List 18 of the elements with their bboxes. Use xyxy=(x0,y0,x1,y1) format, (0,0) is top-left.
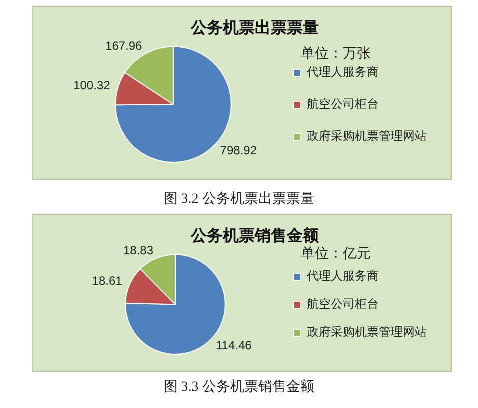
legend-label: 代理人服务商 xyxy=(306,269,379,284)
text: 单位：亿元 xyxy=(301,245,371,263)
caption: 图 3.3 公务机票销售金额 xyxy=(162,378,316,396)
legend-label: 航空公司柜台 xyxy=(307,97,379,112)
data-label: 167.96 xyxy=(106,38,143,53)
data-label: 114.46 xyxy=(216,338,252,352)
data-label: 18.83 xyxy=(123,243,154,258)
text: 单位：万张 xyxy=(301,45,371,63)
legend-label: 政府采购机票管理网站 xyxy=(307,325,427,340)
legend-label: 政府采购机票管理网站 xyxy=(307,129,427,144)
chart-title: 公务机票出票票量 xyxy=(190,18,319,37)
data-label: 798.92 xyxy=(220,143,258,158)
chart-title: 公务机票销售金额 xyxy=(190,226,320,245)
legend-label: 代理人服务商 xyxy=(306,65,379,80)
data-label: 18.61 xyxy=(92,274,123,288)
data-label: 100.32 xyxy=(74,78,111,92)
legend-label: 航空公司柜台 xyxy=(307,297,379,312)
caption: 图 3.2 公务机票出票票量 xyxy=(162,190,316,208)
